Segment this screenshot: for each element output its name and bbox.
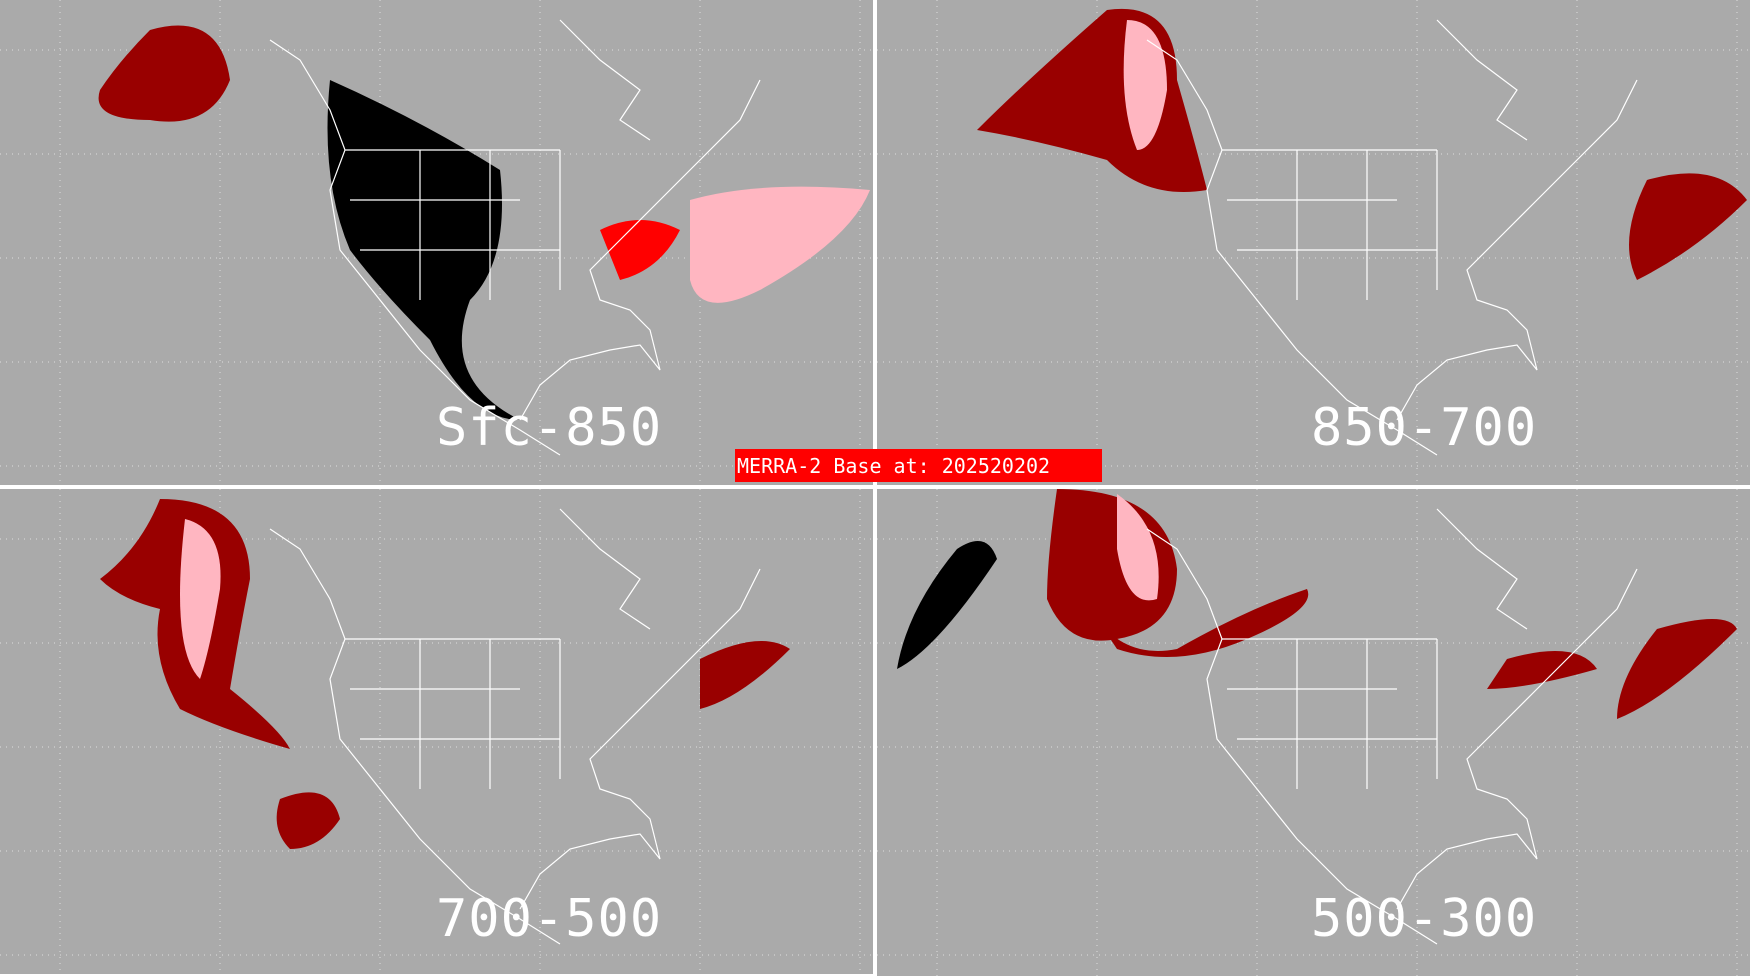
- cloud-layer-region: [1097, 589, 1309, 657]
- map-panel-sfc-850: Sfc-850: [0, 0, 873, 485]
- panel-label: 500-300: [1311, 889, 1538, 949]
- cloud-layer-region: [276, 792, 340, 849]
- cloud-layer-region: [977, 8, 1207, 193]
- cloud-layer-region: [897, 541, 997, 669]
- map-700-500: [0, 489, 873, 974]
- map-panel-700-500: 700-500: [0, 489, 873, 974]
- cloud-layer-region: [1617, 619, 1737, 719]
- cloud-layer-region: [690, 186, 870, 303]
- panel-label: 850-700: [1311, 398, 1538, 458]
- map-500-300: [877, 489, 1750, 976]
- map-panel-500-300: 500-300: [877, 489, 1750, 976]
- cloud-layer-region: [1117, 494, 1159, 601]
- coastline-boundaries: [269, 19, 761, 456]
- cloud-layer-region: [180, 519, 221, 679]
- coastline-boundaries: [1146, 19, 1638, 456]
- cloud-layer-region: [600, 220, 680, 280]
- cloud-layer-region: [700, 641, 790, 709]
- map-panel-850-700: 850-700: [877, 0, 1750, 485]
- panel-label: 700-500: [436, 889, 663, 949]
- cloud-layer-region: [1487, 651, 1597, 689]
- map-850-700: [877, 0, 1750, 485]
- panel-label: Sfc-850: [436, 398, 663, 458]
- map-sfc-850: [0, 0, 873, 485]
- cloud-layer-region: [98, 25, 230, 122]
- cloud-layer-region: [1629, 173, 1747, 280]
- title-banner: MERRA-2 Base at: 202520202: [735, 449, 1102, 482]
- cloud-layer-region: [1123, 20, 1167, 150]
- coastline-boundaries: [1146, 508, 1638, 945]
- coastline-boundaries: [269, 508, 761, 945]
